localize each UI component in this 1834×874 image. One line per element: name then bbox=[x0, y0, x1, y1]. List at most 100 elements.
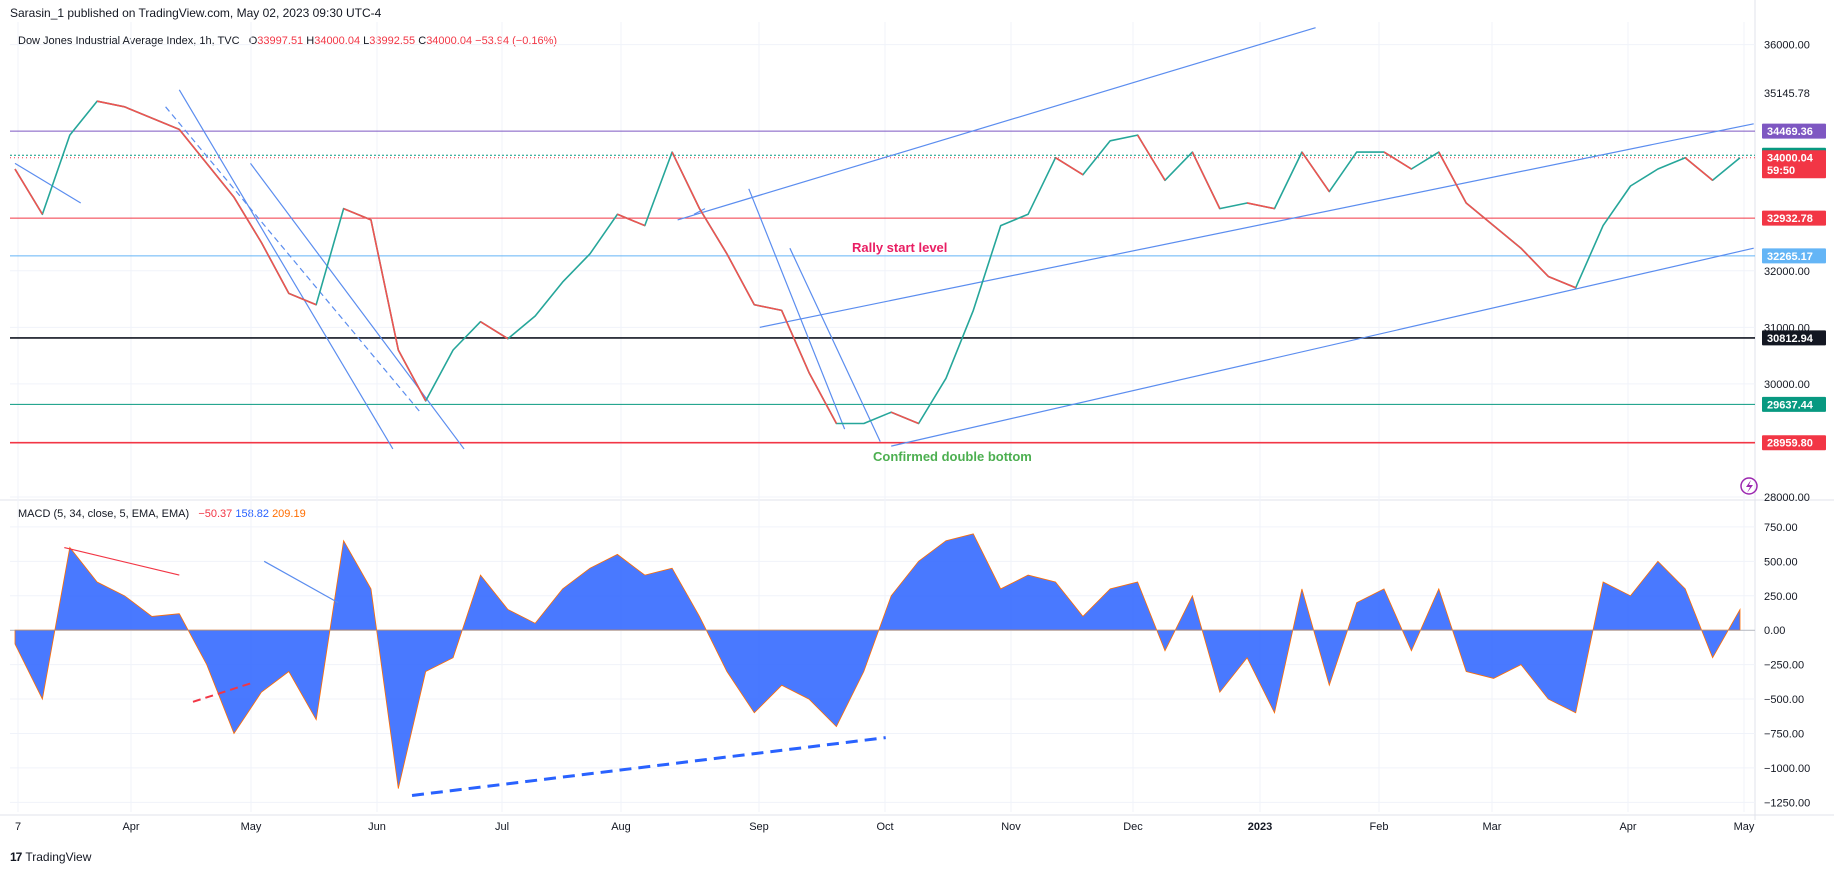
x-tick-label-mar: Mar bbox=[1483, 821, 1502, 833]
price-down-segment bbox=[370, 219, 400, 351]
up-channel-middle bbox=[759, 123, 1754, 328]
price-down-segment bbox=[780, 310, 810, 373]
close-value: 34000.04 bbox=[426, 35, 473, 47]
tradingview-logo-icon: 17 bbox=[10, 850, 22, 864]
price-tag-bg bbox=[1762, 435, 1826, 451]
price-down-segment bbox=[1055, 157, 1084, 176]
price-down-segment bbox=[617, 213, 646, 227]
price-down-segment bbox=[754, 303, 782, 312]
price-down-segment bbox=[96, 100, 125, 108]
price-tag-32265-17: 32265.17 bbox=[1767, 251, 1813, 263]
x-tick-label-nov: Nov bbox=[1001, 821, 1021, 833]
price-down-segment bbox=[1493, 224, 1522, 249]
macd-axis-tick: −1250.00 bbox=[1764, 797, 1810, 809]
up-channel-tick bbox=[693, 208, 706, 215]
open-label: O bbox=[248, 35, 258, 47]
x-tick-label-apr: Apr bbox=[122, 821, 139, 833]
macd-axis-tick: 0.00 bbox=[1764, 625, 1785, 637]
main-legend: Dow Jones Industrial Average Index, 1h, … bbox=[18, 35, 557, 47]
price-axis-tick: 35145.78 bbox=[1764, 88, 1810, 100]
macd-divergence-short bbox=[263, 560, 339, 604]
macd-title: MACD (5, 34, close, 5, EMA, EMA) bbox=[18, 508, 190, 520]
open-value: 33997.51 bbox=[257, 35, 304, 47]
price-tag-32932-78: 32932.78 bbox=[1767, 213, 1813, 225]
macd-axis-tick: −250.00 bbox=[1764, 660, 1804, 672]
price-tag-bg bbox=[1762, 210, 1826, 226]
price-tag-bg bbox=[1762, 123, 1826, 139]
macd-legend: MACD (5, 34, close, 5, EMA, EMA) −50.37 … bbox=[18, 508, 306, 520]
macd-axis-tick: −1000.00 bbox=[1764, 763, 1810, 775]
price-down-segment bbox=[890, 411, 919, 425]
up-channel-lower bbox=[891, 247, 1754, 447]
price-tags: 34469.3634042.5834000.0459:5032932.78322… bbox=[1762, 123, 1826, 451]
annotation-double-bottom: Confirmed double bottom bbox=[873, 449, 1032, 464]
x-tick-label-jul: Jul bbox=[495, 821, 509, 833]
x-tick-label-feb: Feb bbox=[1370, 821, 1389, 833]
macd-signal-value: 209.19 bbox=[272, 508, 306, 520]
price-line bbox=[14, 100, 1741, 425]
price-axis-tick: 30000.00 bbox=[1764, 379, 1810, 391]
price-down-segment bbox=[288, 292, 317, 306]
price-down-segment bbox=[808, 372, 838, 424]
sep-decline-line-2 bbox=[789, 247, 881, 442]
price-down-segment bbox=[698, 208, 728, 255]
price-series bbox=[14, 100, 1741, 425]
publisher-header: Sarasin_1 published on TradingView.com, … bbox=[10, 6, 382, 20]
x-tick-label-aug: Aug bbox=[611, 821, 631, 833]
price-down-segment bbox=[206, 162, 235, 198]
sep-decline-line bbox=[748, 188, 846, 430]
change-value: −53.94 (−0.16%) bbox=[475, 35, 558, 47]
x-tick-label-7: 7 bbox=[15, 821, 21, 833]
annotation-rally-start: Rally start level bbox=[852, 240, 947, 255]
macd-divergence-top bbox=[64, 546, 180, 576]
price-tag-28959-80: 28959.80 bbox=[1767, 438, 1813, 450]
macd-line-value: 158.82 bbox=[235, 508, 269, 520]
x-tick-label-apr-2023: Apr bbox=[1619, 821, 1636, 833]
price-tag-bg bbox=[1762, 330, 1826, 346]
x-tick-label-oct: Oct bbox=[876, 821, 893, 833]
price-down-segment bbox=[397, 349, 427, 402]
macd-series bbox=[10, 533, 1755, 797]
low-label: L bbox=[363, 35, 370, 47]
low-value: 33992.55 bbox=[369, 35, 416, 47]
macd-histogram-value: −50.37 bbox=[198, 508, 233, 520]
price-down-segment bbox=[1191, 151, 1221, 209]
x-tick-label-sep: Sep bbox=[749, 821, 769, 833]
annotations: Rally start level Confirmed double bottom bbox=[852, 240, 1758, 495]
lightning-icon bbox=[1740, 477, 1758, 495]
price-tag-30812-94: 30812.94 bbox=[1767, 333, 1814, 345]
high-label: H bbox=[306, 35, 315, 47]
price-down-segment bbox=[343, 207, 372, 221]
price-down-segment bbox=[726, 253, 755, 306]
macd-axis-tick: 750.00 bbox=[1764, 522, 1798, 534]
close-label: C bbox=[418, 35, 427, 47]
up-channel-upper bbox=[677, 27, 1316, 221]
price-down-segment bbox=[14, 168, 44, 215]
price-tag-bg bbox=[1762, 248, 1826, 264]
lightning-bolt-icon bbox=[1746, 480, 1753, 493]
down-channel-lower bbox=[178, 89, 394, 450]
price-down-segment bbox=[260, 242, 290, 294]
footer-brand[interactable]: 17 TradingView bbox=[10, 850, 91, 864]
price-down-segment bbox=[1520, 247, 1549, 278]
horizontal-levels bbox=[10, 130, 1755, 444]
countdown-label: 59:50 bbox=[1767, 165, 1795, 177]
macd-axis-tick: −500.00 bbox=[1764, 694, 1804, 706]
price-axis-tick: 32000.00 bbox=[1764, 266, 1810, 278]
price-down-segment bbox=[1301, 151, 1330, 193]
axes: 7 Apr May Jun Jul Aug Sep Oct Nov Dec 2023 Feb Mar Ap… bbox=[15, 40, 1810, 833]
price-tag-34000-04: 34000.04 bbox=[1767, 153, 1814, 165]
price-down-segment bbox=[1246, 202, 1275, 210]
price-down-segment bbox=[233, 196, 263, 243]
price-tag-bg bbox=[1762, 396, 1826, 412]
macd-axis-tick: 250.00 bbox=[1764, 591, 1798, 603]
trend-lines bbox=[14, 27, 1754, 450]
down-channel-mid bbox=[165, 106, 421, 413]
price-down-segment bbox=[1136, 134, 1166, 181]
macd-divergence-blue bbox=[411, 736, 886, 797]
price-down-segment bbox=[1684, 157, 1714, 181]
price-axis-tick: 36000.00 bbox=[1764, 40, 1810, 52]
down-channel-upper bbox=[249, 163, 465, 450]
tradingview-brand: TradingView bbox=[25, 850, 92, 864]
